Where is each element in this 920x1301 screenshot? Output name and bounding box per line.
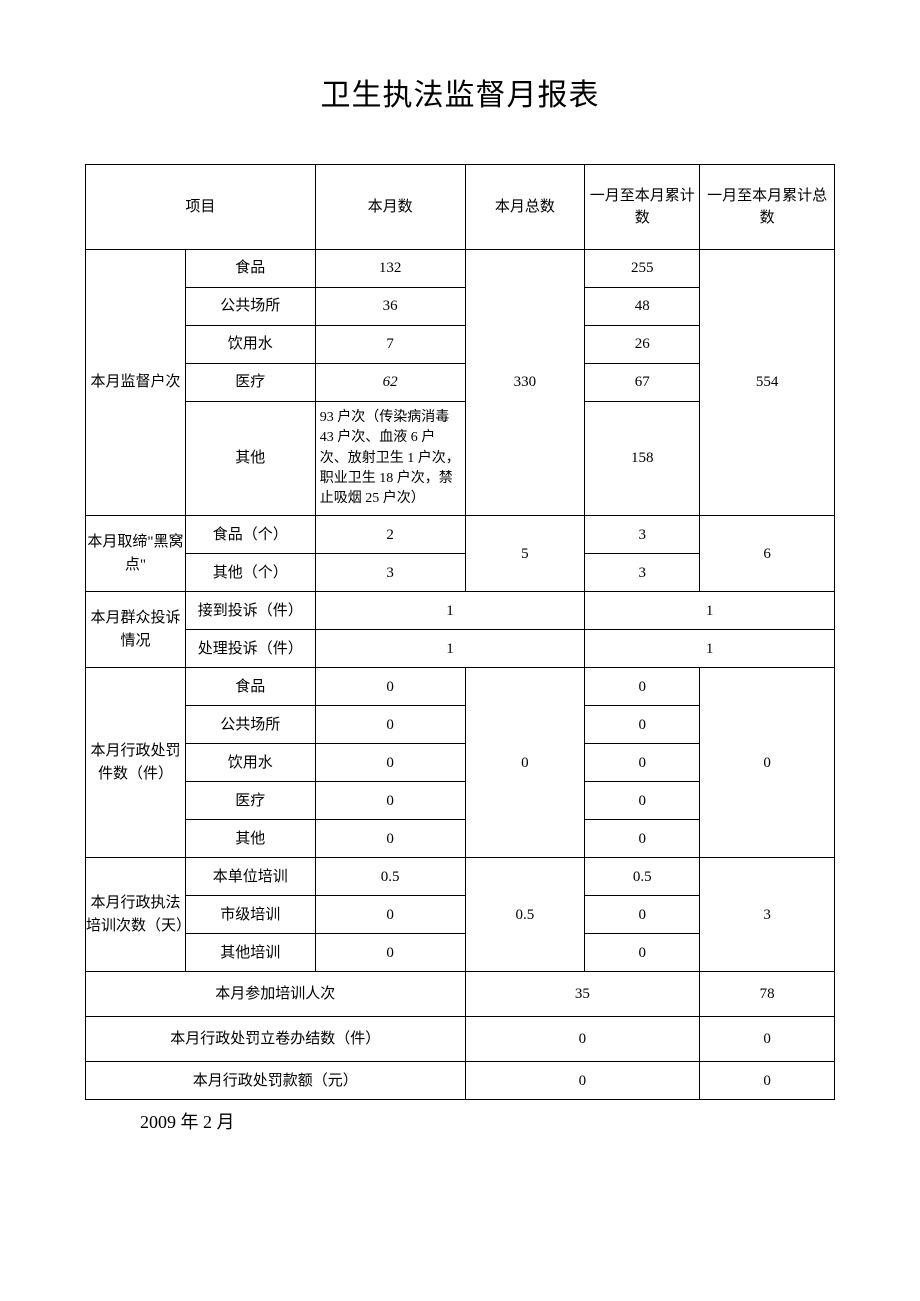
cell-total: 0: [700, 668, 835, 858]
cell-value: 67: [585, 364, 700, 402]
sub-label: 其他培训: [185, 934, 315, 972]
header-month-num: 本月数: [315, 165, 465, 250]
cell-value: 0: [585, 782, 700, 820]
report-title: 卫生执法监督月报表: [85, 70, 835, 114]
cell-value: 0.5: [585, 858, 700, 896]
section-label-complaint: 本月群众投诉情况: [86, 592, 186, 668]
cell-value: 158: [585, 402, 700, 516]
cell-value: 0.5: [315, 858, 465, 896]
cell-value: 255: [585, 250, 700, 288]
header-cum-total: 一月至本月累计总数: [700, 165, 835, 250]
cell-value: 0: [585, 820, 700, 858]
table-row: 本月取缔"黑窝点" 食品（个） 2 5 3 6: [86, 516, 835, 554]
cell-value: 0: [315, 706, 465, 744]
cell-total: 554: [700, 250, 835, 516]
header-cum-num: 一月至本月累计数: [585, 165, 700, 250]
cell-value: 3: [585, 516, 700, 554]
sub-label: 饮用水: [185, 326, 315, 364]
cell-value: 0: [315, 820, 465, 858]
sub-label: 其他: [185, 402, 315, 516]
cell-value: 48: [585, 288, 700, 326]
cell-value: 35: [465, 972, 700, 1017]
sub-label: 食品: [185, 668, 315, 706]
table-row: 本月行政处罚款额（元） 0 0: [86, 1062, 835, 1100]
sub-label: 市级培训: [185, 896, 315, 934]
cell-value-multiline: 93 户次（传染病消毒43 户次、血液 6 户次、放射卫生 1 户次，职业卫生 …: [315, 402, 465, 516]
table-row: 本月行政执法培训次数（天） 本单位培训 0.5 0.5 0.5 3: [86, 858, 835, 896]
sub-label: 医疗: [185, 364, 315, 402]
table-row: 处理投诉（件） 1 1: [86, 630, 835, 668]
summary-label: 本月参加培训人次: [86, 972, 466, 1017]
table-row: 本月行政处罚立卷办结数（件） 0 0: [86, 1017, 835, 1062]
cell-total: 3: [700, 858, 835, 972]
cell-value: 36: [315, 288, 465, 326]
sub-label: 饮用水: [185, 744, 315, 782]
table-row: 本月监督户次 食品 132 330 255 554: [86, 250, 835, 288]
sub-label: 处理投诉（件）: [185, 630, 315, 668]
header-row: 项目 本月数 本月总数 一月至本月累计数 一月至本月累计总数: [86, 165, 835, 250]
cell-total: 330: [465, 250, 585, 516]
cell-value: 62: [315, 364, 465, 402]
cell-value: 0: [465, 1062, 700, 1100]
cell-value: 26: [585, 326, 700, 364]
sub-label: 食品（个）: [185, 516, 315, 554]
cell-total: 0.5: [465, 858, 585, 972]
cell-value: 132: [315, 250, 465, 288]
cell-value: 0: [585, 896, 700, 934]
cell-value: 0: [585, 706, 700, 744]
sub-label: 食品: [185, 250, 315, 288]
cell-total: 5: [465, 516, 585, 592]
cell-value: 0: [585, 744, 700, 782]
cell-value: 2: [315, 516, 465, 554]
table-row: 本月行政处罚件数（件） 食品 0 0 0 0: [86, 668, 835, 706]
cell-value: 0: [315, 934, 465, 972]
cell-total: 6: [700, 516, 835, 592]
cell-total: 0: [465, 668, 585, 858]
cell-value: 0: [465, 1017, 700, 1062]
sub-label: 接到投诉（件）: [185, 592, 315, 630]
section-label-training: 本月行政执法培训次数（天）: [86, 858, 186, 972]
table-row: 本月参加培训人次 35 78: [86, 972, 835, 1017]
cell-value: 0: [315, 668, 465, 706]
table-row: 本月群众投诉情况 接到投诉（件） 1 1: [86, 592, 835, 630]
sub-label: 公共场所: [185, 706, 315, 744]
cell-value: 0: [315, 896, 465, 934]
cell-value: 78: [700, 972, 835, 1017]
cell-value: 3: [585, 554, 700, 592]
header-month-total: 本月总数: [465, 165, 585, 250]
cell-value: 0: [700, 1017, 835, 1062]
section-label-penalty: 本月行政处罚件数（件）: [86, 668, 186, 858]
summary-label: 本月行政处罚款额（元）: [86, 1062, 466, 1100]
cell-value: 0: [315, 782, 465, 820]
cell-value: 1: [585, 630, 835, 668]
cell-value: 1: [315, 592, 585, 630]
section-label-blackspot: 本月取缔"黑窝点": [86, 516, 186, 592]
cell-value: 1: [315, 630, 585, 668]
sub-label: 医疗: [185, 782, 315, 820]
summary-label: 本月行政处罚立卷办结数（件）: [86, 1017, 466, 1062]
cell-value: 0: [585, 934, 700, 972]
sub-label: 本单位培训: [185, 858, 315, 896]
sub-label: 其他（个）: [185, 554, 315, 592]
report-table: 项目 本月数 本月总数 一月至本月累计数 一月至本月累计总数 本月监督户次 食品…: [85, 164, 835, 1100]
sub-label: 公共场所: [185, 288, 315, 326]
report-date: 2009 年 2 月: [140, 1108, 835, 1134]
cell-value: 0: [700, 1062, 835, 1100]
section-label-supervise: 本月监督户次: [86, 250, 186, 516]
cell-value: 7: [315, 326, 465, 364]
cell-value: 1: [585, 592, 835, 630]
cell-value: 0: [315, 744, 465, 782]
header-item: 项目: [86, 165, 316, 250]
cell-value: 0: [585, 668, 700, 706]
sub-label: 其他: [185, 820, 315, 858]
cell-value: 3: [315, 554, 465, 592]
